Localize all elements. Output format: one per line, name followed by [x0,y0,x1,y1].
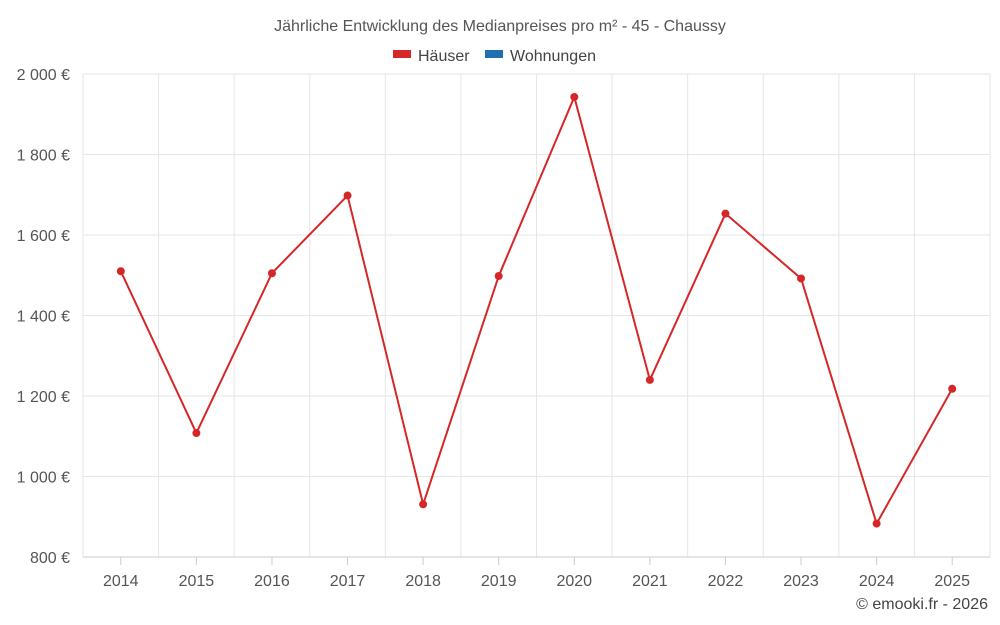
legend-label-haeuser[interactable]: Häuser [418,48,470,65]
data-point[interactable] [419,500,428,509]
data-point[interactable] [570,92,579,101]
x-tick-label: 2016 [254,573,290,590]
data-point[interactable] [721,209,730,218]
data-point[interactable] [343,191,352,200]
series-line [119,95,954,525]
y-tick-label: 1 800 € [17,148,70,165]
y-tick-label: 1 200 € [17,389,70,406]
data-point[interactable] [116,267,125,276]
x-tick-label: 2018 [405,573,441,590]
y-tick-label: 2 000 € [17,67,70,84]
y-tick-label: 800 € [30,550,70,567]
legend-swatch-haeuser[interactable] [393,50,411,58]
x-tick-label: 2020 [556,573,592,590]
x-tick-label: 2014 [103,573,139,590]
data-point[interactable] [872,519,881,528]
y-tick-label: 1 000 € [17,470,70,487]
credit-text: © emooki.fr - 2026 [856,596,988,613]
legend-swatch-wohnungen[interactable] [485,50,503,58]
series-haeuser [116,92,957,528]
data-point[interactable] [797,274,806,283]
x-tick-label: 2019 [481,573,517,590]
x-tick-label: 2022 [708,573,744,590]
x-tick-label: 2023 [783,573,819,590]
grid [82,73,991,557]
y-tick-label: 1 600 € [17,228,70,245]
legend-label-wohnungen[interactable]: Wohnungen [510,48,596,65]
data-point[interactable] [494,272,503,281]
data-point[interactable] [192,429,201,438]
x-axis: 2014 2015 2016 2017 2018 2019 2020 2021 2022 2023… [83,556,990,590]
x-tick-label: 2025 [934,573,970,590]
y-tick-label: 1 400 € [17,309,70,326]
data-point[interactable] [948,384,957,393]
x-tick-label: 2024 [859,573,895,590]
data-point[interactable] [267,269,276,278]
legend: Häuser Wohnungen [393,48,596,65]
chart-title: Jährliche Entwicklung des Medianpreises … [274,18,726,35]
x-tick-label: 2017 [330,573,366,590]
y-axis: 800 € 1 000 € 1 200 € 1 400 € 1 600 € 1 800 €… [17,67,70,567]
data-point[interactable] [645,375,654,384]
x-tick-label: 2015 [179,573,215,590]
x-tick-label: 2021 [632,573,668,590]
